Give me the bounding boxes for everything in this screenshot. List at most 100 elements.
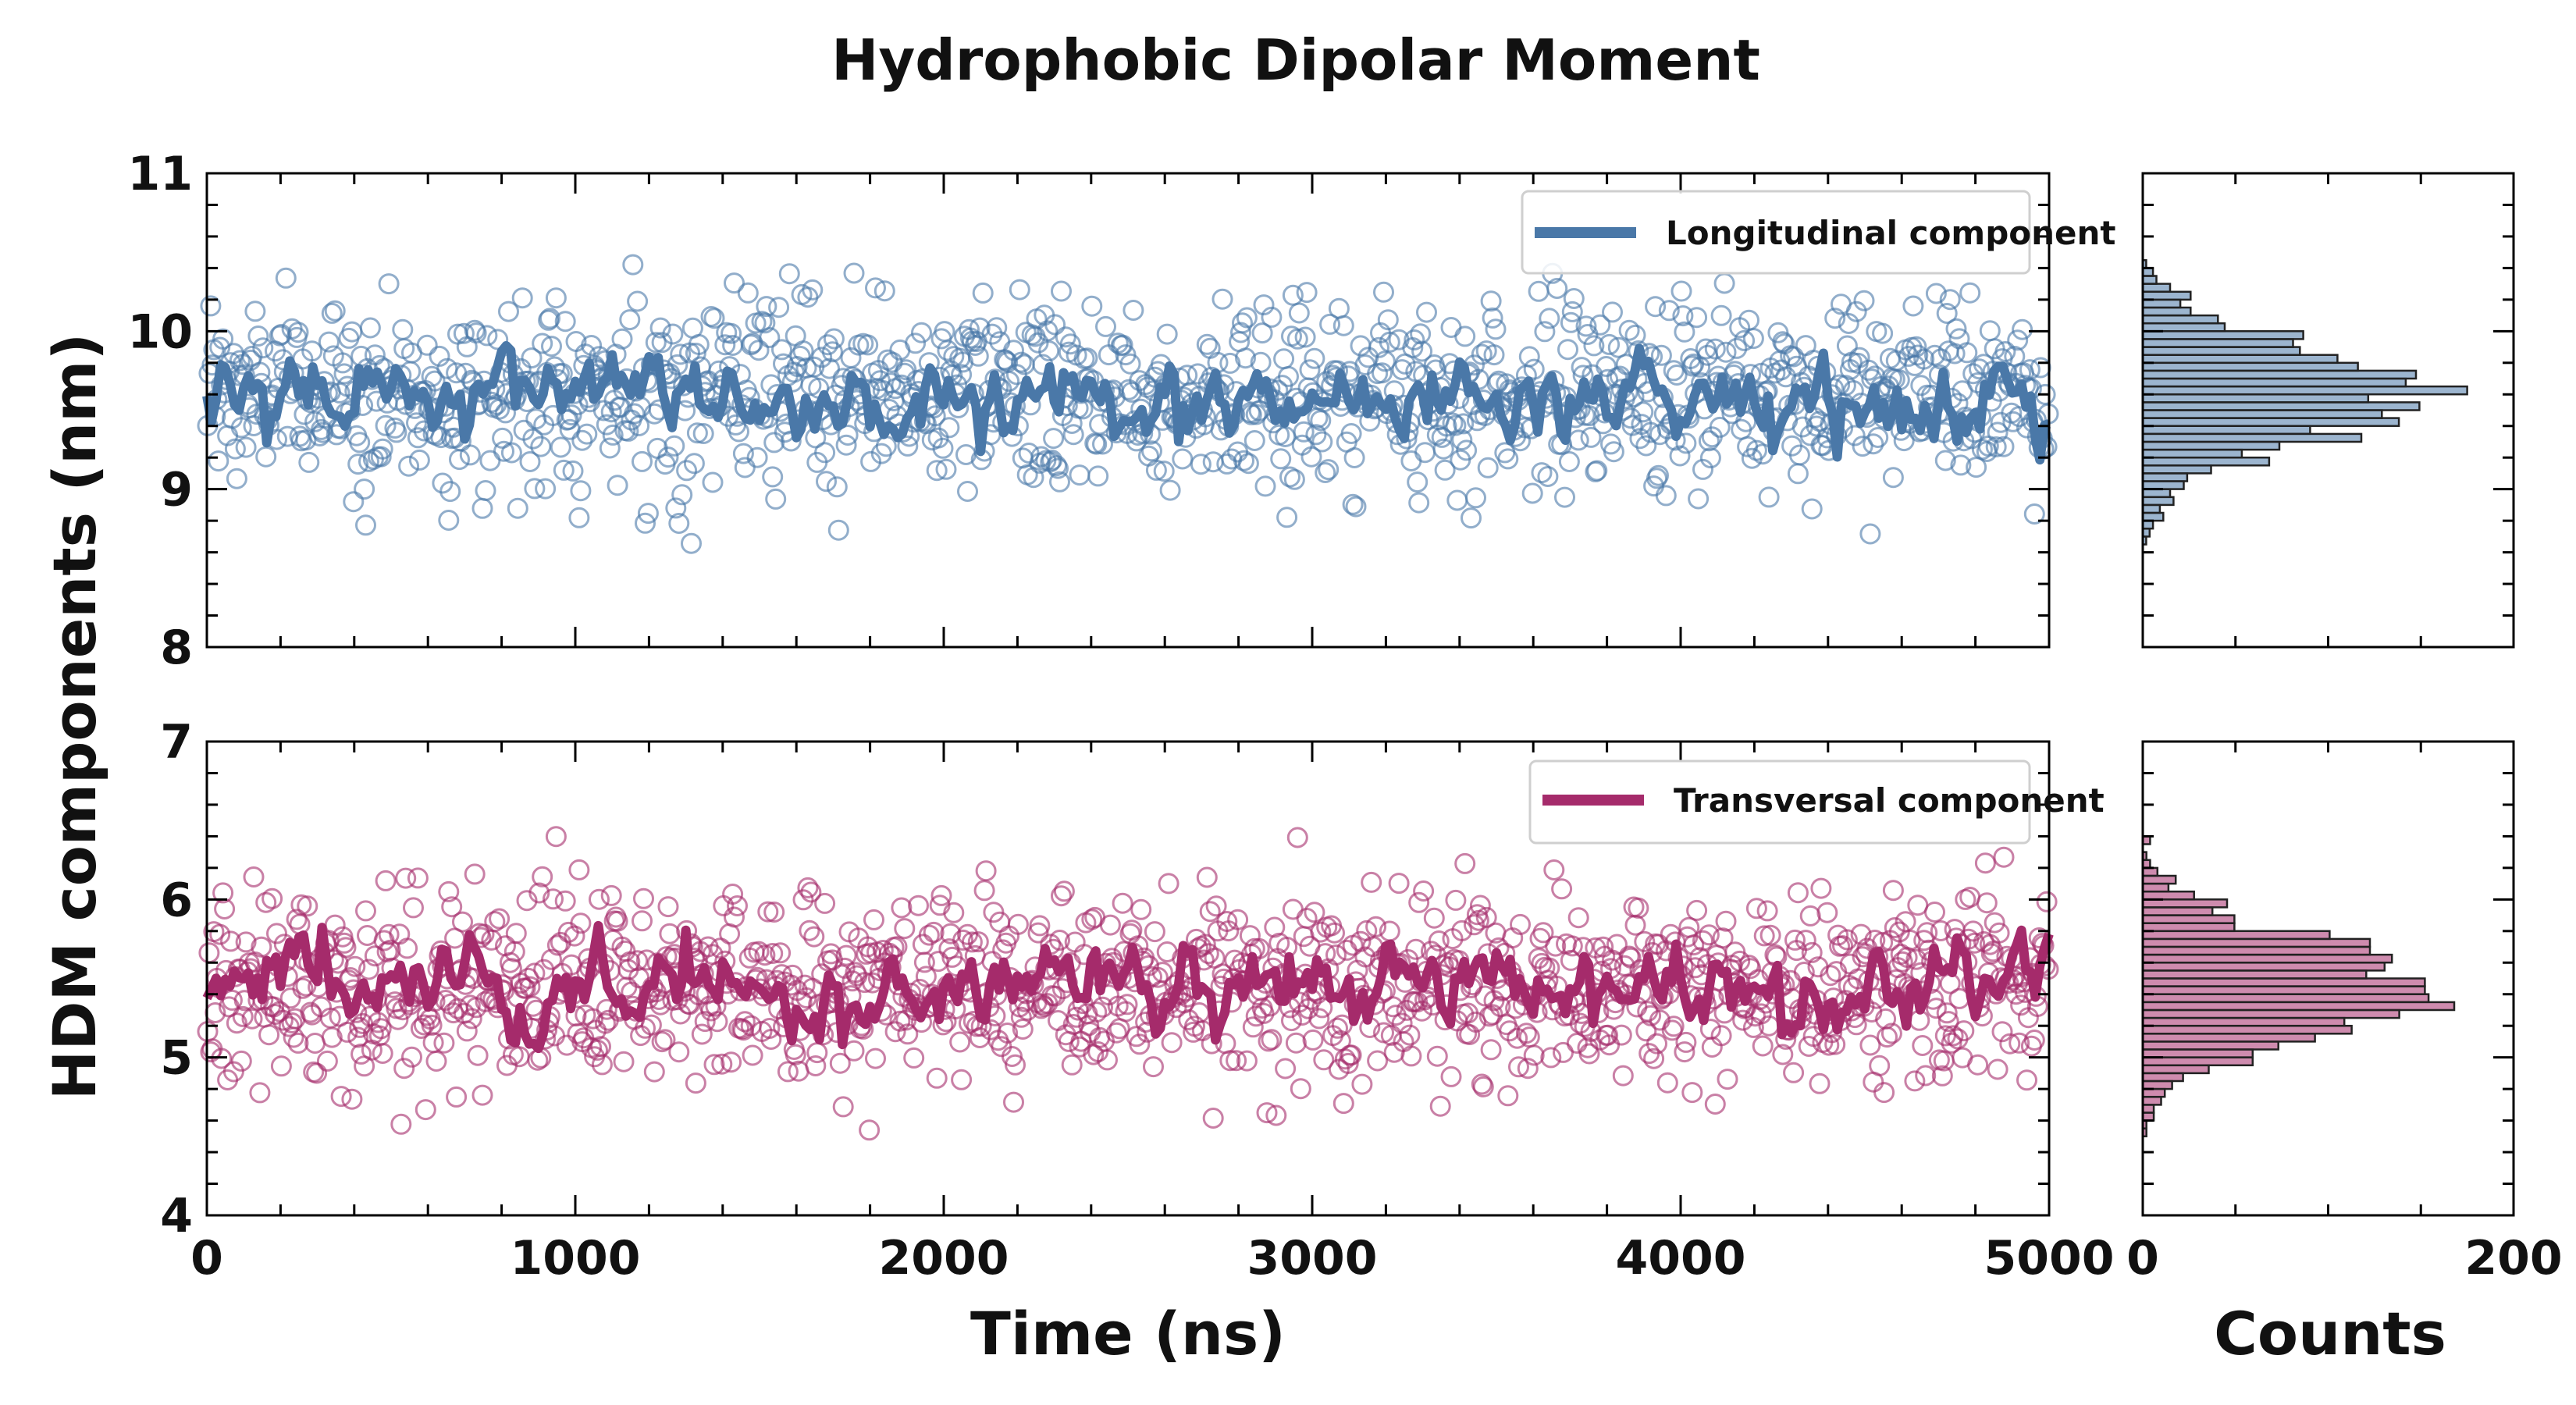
longitudinal-scatter-point [545, 287, 567, 309]
transversal-scatter-point [1311, 997, 1333, 1019]
longitudinal-scatter-point [429, 345, 450, 367]
longitudinal-scatter-points [197, 254, 2059, 554]
transversal-scatter-point [387, 1008, 409, 1030]
longitudinal-scatter-point [657, 446, 679, 468]
hist-x-tick-label: 0 [2126, 1231, 2159, 1286]
longitudinal-scatter-point [826, 476, 848, 498]
longitudinal-scatter-point [1563, 288, 1585, 309]
longitudinal-plot-frame [205, 172, 2051, 649]
transversal-scatter-point [1717, 1069, 1738, 1090]
longitudinal-scatter-point [375, 414, 397, 436]
longitudinal-scatter-point [1993, 436, 2015, 457]
transversal-scatter-point [441, 896, 463, 918]
longitudinal-scatter-point [1062, 424, 1084, 446]
transversal-scatter-point [1005, 1054, 1026, 1076]
transversal-scatter-point [198, 942, 220, 964]
longitudinal-scatter-point [1674, 321, 1695, 343]
longitudinal-scatter-point [1038, 340, 1060, 362]
longitudinal-scatter-point [479, 450, 501, 471]
transversal-scatter-point [1891, 951, 1913, 973]
transversal-scatter-point [596, 998, 617, 1020]
longitudinal-scatter-point [819, 357, 840, 379]
transversal-scatter-point [484, 911, 506, 933]
longitudinal-scatter-point [449, 449, 470, 471]
transversal-scatter-point [591, 1054, 613, 1076]
longitudinal-scatter-point [1434, 459, 1456, 481]
longitudinal-scatter-point [347, 454, 369, 475]
longitudinal-running-mean-line [202, 341, 2051, 465]
longitudinal-scatter-point [524, 478, 546, 500]
longitudinal-scatter-point [873, 280, 895, 302]
transversal-scatter-point [1365, 916, 1387, 937]
longitudinal-scatter-point [837, 425, 859, 446]
transversal-scatter-point [909, 979, 930, 1000]
transversal-scatter-point [1663, 1016, 1685, 1037]
transversal-scatter-point [1256, 1102, 1278, 1124]
longitudinal-scatter-point [541, 336, 562, 357]
transversal-scatter-point [640, 1014, 662, 1036]
longitudinal-scatter-point [1254, 475, 1276, 497]
transversal-scatter-point [785, 1044, 806, 1065]
transversal-scatter-point [1686, 899, 1708, 921]
transversal-hist-bar [2141, 930, 2331, 941]
transversal-scatter-point [1480, 1039, 1502, 1061]
longitudinal-scatter-point [453, 322, 475, 344]
transversal-hist-bar [2141, 1056, 2254, 1067]
longitudinal-scatter-point [1635, 435, 1657, 457]
transversal-scatter-point [1510, 913, 1531, 935]
longitudinal-scatter-point [1051, 280, 1072, 302]
transversal-scatter-point [1242, 1016, 1264, 1038]
longitudinal-scatter-point [1936, 303, 1958, 324]
transversal-scatter-point [1116, 994, 1138, 1016]
longitudinal-scatter-point [1648, 464, 1669, 486]
transversal-scatter-point [1497, 1085, 1519, 1107]
transversal-scatter-point [1656, 1072, 1678, 1094]
transversal-scatter-point [1553, 1041, 1574, 1063]
transversal-scatter-point [1051, 885, 1072, 907]
longitudinal-hist-bar [2141, 488, 2172, 499]
longitudinal-y-tick-label: 9 [160, 463, 193, 518]
longitudinal-scatter-point [1979, 320, 2001, 342]
transversal-scatter-point [2008, 1032, 2030, 1054]
longitudinal-scatter-point [398, 455, 420, 477]
longitudinal-scatter-point [1318, 459, 1340, 481]
transversal-scatter-point [519, 976, 541, 998]
transversal-scatter-point [1290, 1078, 1311, 1100]
transversal-scatter-point [1216, 911, 1238, 932]
longitudinal-scatter-point [538, 309, 560, 331]
longitudinal-scatter-point [1521, 482, 1543, 504]
transversal-scatter-point [1964, 932, 1986, 954]
transversal-scatter-point [350, 1043, 372, 1065]
transversal-scatter-point [464, 863, 486, 885]
transversal-scatter-point [800, 881, 822, 903]
transversal-scatter-point [1798, 1036, 1820, 1057]
transversal-scatter-point [1937, 1011, 1959, 1033]
transversal-scatter-point [1869, 1055, 1891, 1076]
transversal-scatter-point [1007, 913, 1029, 935]
longitudinal-scatter-point [359, 317, 381, 339]
transversal-scatter-point [415, 1099, 436, 1121]
longitudinal-scatter-point [1560, 311, 1582, 333]
longitudinal-legend-box [1521, 190, 2031, 275]
transversal-scatter-point [1413, 880, 1435, 902]
transversal-scatter-point [438, 880, 460, 902]
longitudinal-scatter-point [1589, 314, 1611, 336]
transversal-scatter-point [1053, 880, 1075, 902]
transversal-hist-bar [2141, 1064, 2210, 1075]
transversal-scatter-point [1429, 1095, 1451, 1117]
transversal-scatter-point [443, 1002, 464, 1024]
transversal-scatter-point [1643, 1048, 1665, 1069]
transversal-scatter-point [1942, 1025, 1964, 1047]
longitudinal-scatter-point [1212, 288, 1233, 310]
transversal-scatter-point [1044, 985, 1066, 1007]
longitudinal-scatter-point [459, 444, 481, 466]
transversal-scatter-point [564, 925, 585, 947]
transversal-scatter-point [952, 929, 974, 951]
longitudinal-scatter-point [212, 328, 234, 350]
y-axis-label: HDM components (nm) [40, 333, 109, 1100]
longitudinal-hist-bar [2141, 361, 2359, 372]
longitudinal-scatter-point [1824, 308, 1846, 329]
x-tick-label: 1000 [511, 1231, 641, 1286]
transversal-scatter-point [541, 948, 562, 970]
